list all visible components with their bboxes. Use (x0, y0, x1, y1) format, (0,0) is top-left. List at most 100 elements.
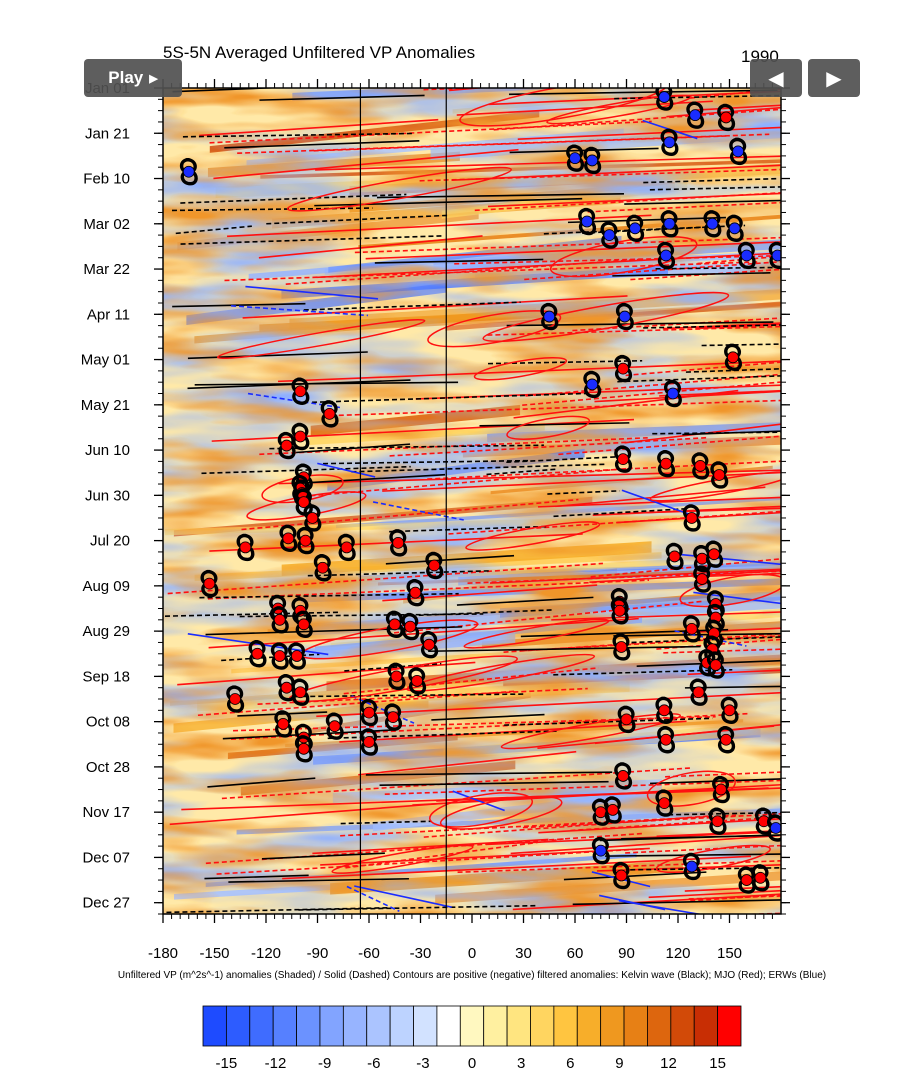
kelvin-contour (351, 463, 608, 473)
mjo-contour (656, 638, 781, 650)
mjo-contour (199, 118, 439, 137)
mjo-contour (242, 295, 628, 319)
tropical-cyclone-icon (401, 612, 420, 641)
play-button[interactable]: Play ▶ (84, 59, 182, 97)
next-frame-button[interactable]: ▶ (808, 59, 860, 97)
kelvin-contour (187, 379, 411, 390)
tropical-cyclone-icon (615, 302, 634, 331)
colorbar-swatch (530, 1005, 555, 1047)
tropical-cyclone-icon (566, 144, 585, 172)
tropical-cyclone-icon (660, 128, 679, 157)
colorbar-label: -15 (216, 1055, 238, 1070)
y-tick-label: Aug 29 (82, 623, 130, 640)
mjo-contour (679, 573, 781, 608)
tropical-cyclone-icon (610, 597, 629, 625)
mjo-contour (224, 261, 760, 282)
erw-contour (346, 885, 400, 912)
mjo-contour (517, 126, 781, 140)
mjo-contour (216, 318, 426, 360)
colorbar-label: 12 (660, 1055, 677, 1070)
tropical-cyclone-icon (583, 370, 602, 399)
tropical-cyclone-icon (614, 445, 633, 473)
mjo-contour (687, 669, 781, 676)
tropical-cyclone-icon (578, 207, 597, 236)
kelvin-contour (296, 443, 411, 454)
mjo-contour (358, 750, 577, 776)
kelvin-contour (582, 226, 709, 234)
kelvin-contour (164, 611, 340, 617)
colorbar-label: 15 (709, 1055, 726, 1070)
mjo-contour (506, 415, 591, 440)
tropical-cyclone-icon (313, 554, 332, 582)
colorbar-swatch (319, 1005, 344, 1047)
mjo-contour (278, 469, 781, 485)
y-tick-label: Aug 09 (82, 578, 130, 595)
mjo-contour (382, 471, 781, 492)
mjo-contour (322, 399, 781, 417)
tropical-cyclone-icon (385, 610, 404, 639)
mjo-contour (313, 135, 730, 152)
colorbar-label: 0 (468, 1055, 476, 1070)
mjo-contour (167, 562, 603, 595)
mjo-contour (551, 611, 781, 621)
tropical-cyclone-icon (689, 678, 708, 706)
tropical-cyclone-icon (294, 488, 313, 516)
mjo-contour (454, 254, 781, 265)
kelvin-contour (567, 216, 726, 224)
colorbar-label: -12 (265, 1055, 287, 1070)
kelvin-contour (307, 570, 490, 577)
mjo-contour (429, 792, 534, 828)
tropical-cyclone-icon (179, 158, 198, 186)
tropical-cyclone-icon (226, 685, 245, 713)
tropical-cyclone-icon (717, 726, 736, 754)
filtered-contours (164, 88, 781, 914)
kelvin-contour (650, 778, 781, 785)
kelvin-contour (172, 302, 306, 308)
tropical-cyclone-icon (614, 762, 633, 790)
colorbar-swatch (249, 1005, 274, 1047)
tropical-cyclone-icon (270, 642, 289, 670)
y-tick-label: Apr 11 (87, 306, 130, 323)
tropical-cyclone-icon (360, 698, 379, 727)
tropical-cyclone-icon (591, 836, 610, 865)
mjo-contour (538, 818, 781, 834)
kelvin-contour (374, 258, 544, 264)
kelvin-contour (389, 525, 549, 533)
mjo-contour (177, 661, 476, 686)
mjo-contour (630, 268, 781, 281)
mjo-contour (522, 813, 781, 829)
y-tick-label: Feb 10 (83, 171, 130, 188)
colorbar-swatch (576, 1005, 602, 1047)
mjo-contour (343, 667, 599, 695)
tropical-cyclone-icon (626, 214, 645, 243)
mjo-contour (451, 164, 781, 181)
mjo-contour (510, 834, 781, 855)
previous-frame-button[interactable]: ◀ (750, 59, 802, 97)
kelvin-contour (171, 207, 373, 212)
kelvin-contour (259, 94, 425, 101)
kelvin-contour (547, 490, 620, 495)
tropical-cyclone-icon (291, 678, 310, 706)
y-tick-label: Oct 28 (86, 759, 130, 776)
kelvin-contour (572, 899, 781, 906)
mjo-contour (331, 844, 474, 874)
kelvin-contour (604, 853, 781, 857)
mjo-contour (384, 779, 781, 796)
x-tick-label: 30 (515, 945, 532, 962)
mjo-contour (648, 889, 781, 899)
mjo-contour (213, 148, 519, 180)
y-tick-label: Dec 07 (82, 849, 130, 866)
colorbar: -15 -12 -9 -6 -3 0 3 6 9 12 15 (202, 1005, 742, 1070)
kelvin-contour (175, 225, 252, 235)
kelvin-contour (479, 422, 630, 427)
tropical-cyclone-markers (179, 88, 781, 894)
x-tick-label: 90 (618, 945, 635, 962)
mjo-contour (345, 838, 564, 869)
tropical-cyclone-icon (614, 354, 633, 383)
kelvin-contour (182, 132, 413, 138)
mjo-contour (209, 120, 652, 144)
erw-contour (317, 462, 376, 478)
colorbar-swatch (717, 1005, 742, 1047)
kelvin-contour (643, 324, 781, 329)
colorbar-swatch (623, 1005, 648, 1047)
